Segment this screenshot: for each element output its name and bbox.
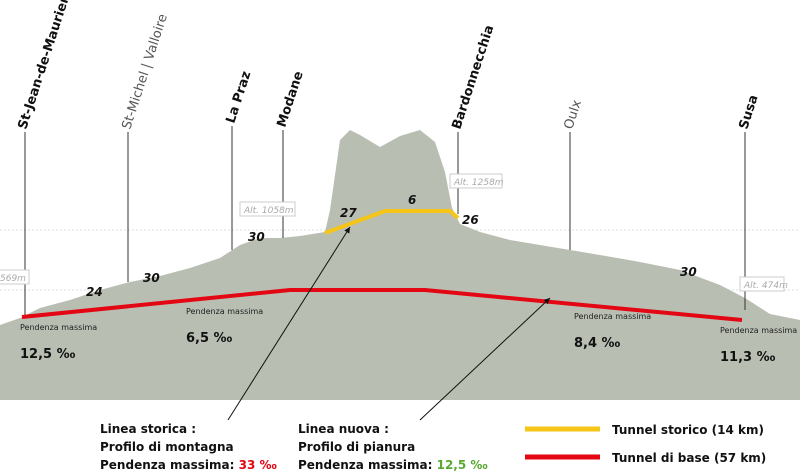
background [0, 400, 800, 474]
gradient-label: Pendenza massima [20, 323, 97, 332]
station-label: Modane [275, 69, 307, 129]
legend-label: Tunnel di base (57 km) [612, 451, 766, 465]
note-title: Linea nuova : [298, 422, 389, 436]
altitude-boxes [0, 173, 785, 292]
altitude-label: Alt. 474m [743, 281, 788, 291]
slope-label: 30 [248, 230, 265, 244]
note-slope-label: Pendenza massima: [100, 458, 234, 472]
altitude-label: 569m [0, 274, 26, 284]
arrow [419, 297, 551, 421]
slope-label: 27 [340, 206, 357, 220]
slope-label: 26 [462, 213, 479, 227]
note-slope: Pendenza massima: 33 ‰ [100, 458, 277, 472]
station-label: Susa [737, 93, 762, 131]
gradient-label: Pendenza massima [574, 312, 651, 321]
gradient-value: 11,3 ‰ [720, 350, 776, 365]
station-label: La Praz [224, 69, 255, 125]
base-tunnel [21, 288, 743, 322]
slope-label: 30 [143, 271, 160, 285]
gradient-value: 12,5 ‰ [20, 347, 76, 362]
slope-label: 24 [86, 285, 103, 299]
slope-label: 6 [408, 193, 416, 207]
station-label: St-Jean-de-Maurienne [16, 0, 80, 131]
note-slope-value: 12,5 ‰ [437, 458, 488, 472]
slope-label: 30 [680, 265, 697, 279]
station-label: St-Michel | Valloire [120, 12, 171, 131]
note-profile: Profilo di pianura [298, 440, 415, 454]
historic-tunnel [324, 209, 460, 235]
mountain-profile [0, 130, 800, 400]
gradient-value: 6,5 ‰ [186, 331, 233, 346]
altitude-label: Alt. 1058m [243, 206, 294, 216]
note-slope-value: 33 ‰ [239, 458, 277, 472]
note-profile: Profilo di montagna [100, 440, 234, 454]
note-slope: Pendenza massima: 12,5 ‰ [298, 458, 488, 472]
arrow [227, 226, 351, 421]
gradient-label: Pendenza massima [720, 326, 797, 335]
station-label: Oulx [562, 98, 586, 131]
gradient-value: 8,4 ‰ [574, 336, 621, 351]
gradient-label: Pendenza massima [186, 307, 263, 316]
altitude-label: Alt. 1258m [453, 178, 504, 188]
station-label: Bardonnecchia [450, 23, 498, 131]
note-title: Linea storica : [100, 422, 196, 436]
note-slope-label: Pendenza massima: [298, 458, 432, 472]
legend-label: Tunnel storico (14 km) [612, 423, 764, 437]
